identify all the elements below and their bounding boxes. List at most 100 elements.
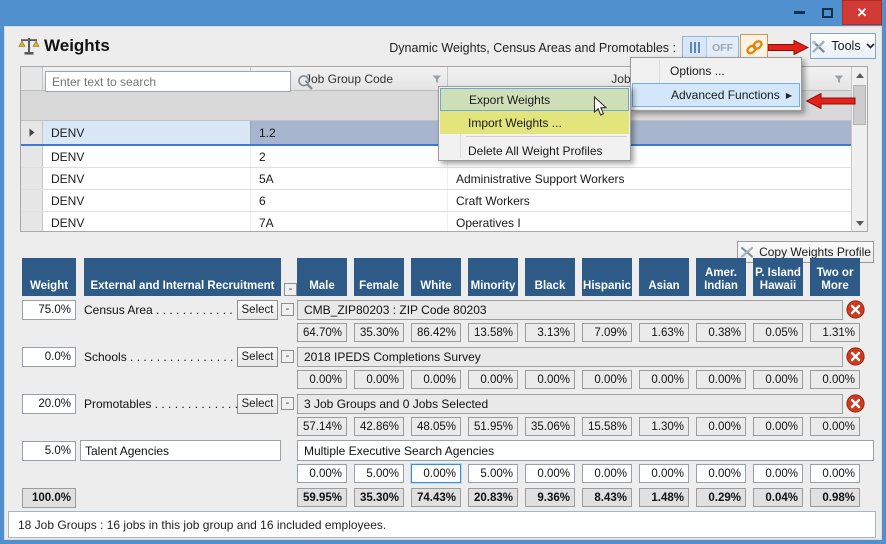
cell-job-group-code[interactable]: 5A [251,168,448,189]
grid-rows: DENV 2 Professionals DENV 5A Administrat… [21,146,867,231]
table-row[interactable]: DENV 5A Administrative Support Workers [21,168,867,190]
dynamic-weights-label: Dynamic Weights, Census Areas and Promot… [389,41,676,55]
pct-cell: 0.00% [810,417,860,436]
status-bar: 18 Job Groups : 16 jobs in this job grou… [8,511,876,538]
menu-item-import-weights[interactable]: Import Weights ... [440,111,629,134]
menu-item-export-weights[interactable]: Export Weights [440,88,629,111]
delete-row-icon[interactable] [846,347,865,366]
weight-input-talent[interactable] [22,441,76,461]
scroll-up-button[interactable] [852,67,867,83]
maximize-button[interactable] [814,3,840,22]
pct-cell: 0.00% [696,417,746,436]
column-header-job-group-code[interactable]: Job Group Code [251,67,448,90]
census-area-value: CMB_ZIP80203 : ZIP Code 80203 [297,300,843,320]
minimize-button[interactable] [786,3,812,22]
table-row[interactable]: DENV 7A Operatives I [21,212,867,231]
pct-input-female[interactable] [354,464,404,483]
scales-icon [18,38,40,55]
collapse-button[interactable]: - [281,350,294,363]
header-demographic: Amer. Indian [696,258,746,296]
total-pct-cell: 59.95% [297,488,347,507]
scroll-down-button[interactable] [852,215,867,231]
copy-weights-profile-button[interactable]: Copy Weights Profile [737,241,874,263]
cell-job-group-name[interactable]: Craft Workers [448,190,867,211]
weight-input-census[interactable] [22,300,76,320]
table-row[interactable]: DENV 6 Craft Workers [21,190,867,212]
label-census-area: Census Area . . . . . . . . . . . . . ..… [84,303,257,317]
total-pct-cell: 0.29% [696,488,746,507]
weight-input-schools[interactable] [22,347,76,367]
pct-cell: 35.30% [354,323,404,342]
pct-input-black[interactable] [525,464,575,483]
pct-cell: 0.00% [354,370,404,389]
pct-input-hispanic[interactable] [582,464,632,483]
cell-location[interactable]: DENV [43,121,251,144]
total-pct-cell: 9.36% [525,488,575,507]
schools-pct-row: 0.00% 0.00% 0.00% 0.00% 0.00% 0.00% 0.00% 0.00%… [297,370,860,389]
row-indicator [21,190,43,211]
row-indicator [21,146,43,167]
tools-label: Tools [831,39,861,53]
select-promotables-button[interactable]: Select [237,394,278,414]
pct-cell: 0.00% [525,370,575,389]
collapse-button[interactable]: - [281,397,294,410]
cell-job-group-code[interactable]: 6 [251,190,448,211]
vertical-scrollbar[interactable] [851,67,867,231]
delete-row-icon[interactable] [846,300,865,319]
schools-value: 2018 IPEDS Completions Survey [297,347,843,367]
cell-location[interactable]: DENV [43,146,251,167]
select-census-button[interactable]: Select [237,300,278,320]
total-pct-cell: 8.43% [582,488,632,507]
toggle-off-button[interactable]: OFF [712,41,733,54]
tools-button[interactable]: Tools [810,33,876,59]
pct-input-asian[interactable] [639,464,689,483]
menu-item-options[interactable]: Options ... [670,64,725,78]
pct-cell: 42.86% [354,417,404,436]
row-indicator [21,121,43,144]
cell-job-group-code[interactable]: 2 [251,146,448,167]
scrollbar-thumb[interactable] [853,85,866,125]
menu-item-advanced-functions[interactable]: Advanced Functions ▶ [632,83,800,107]
scroll-down-icon [855,220,864,226]
demographic-headers: Male Female White Minority Black Hispanic Asia… [297,258,860,296]
tools-dropdown-menu: Options ... Advanced Functions ▶ [630,57,802,111]
toggle-on-button[interactable] [683,37,707,58]
header-demographic: Asian [639,258,689,296]
status-text: 18 Job Groups : 16 jobs in this job grou… [18,517,387,532]
talent-agencies-value-input[interactable] [297,440,874,461]
pct-input-amer-indian[interactable] [696,464,746,483]
cell-job-group-name[interactable]: Administrative Support Workers [448,168,867,189]
cell-location[interactable]: DENV [43,190,251,211]
cell-job-group-code[interactable]: 7A [251,212,448,231]
pct-input-p-island[interactable] [753,464,803,483]
cell-job-group-name[interactable]: Operatives I [448,212,867,231]
total-pct-cell: 74.43% [411,488,461,507]
header-demographic: Black [525,258,575,296]
tools-icon [812,40,826,53]
weight-input-promotables[interactable] [22,394,76,414]
menu-item-delete-all-weight-profiles[interactable]: Delete All Weight Profiles [468,143,603,158]
filter-icon[interactable] [834,75,844,84]
pct-cell: 0.00% [411,370,461,389]
collapse-button[interactable]: - [281,303,294,316]
search-icon[interactable] [297,74,314,91]
select-schools-button[interactable]: Select [237,347,278,367]
search-input[interactable] [45,71,291,92]
talent-agencies-label-input[interactable] [80,440,281,461]
filter-icon[interactable] [432,75,442,84]
cell-location[interactable]: DENV [43,212,251,231]
pct-cell: 0.00% [810,370,860,389]
pct-input-minority[interactable] [468,464,518,483]
close-button[interactable]: ✕ [842,0,882,25]
pct-input-two-or-more[interactable] [810,464,860,483]
pct-cell: 0.00% [696,370,746,389]
pct-input-white[interactable] [410,463,462,484]
page-title: Weights [44,36,110,55]
collapse-button[interactable]: - [284,283,297,296]
pct-cell: 0.00% [297,370,347,389]
row-arrow-icon [29,128,34,137]
pct-input-male[interactable] [297,464,347,483]
cell-location[interactable]: DENV [43,168,251,189]
delete-row-icon[interactable] [846,394,865,413]
cell-job-group-code[interactable]: 1.2 [251,121,448,144]
